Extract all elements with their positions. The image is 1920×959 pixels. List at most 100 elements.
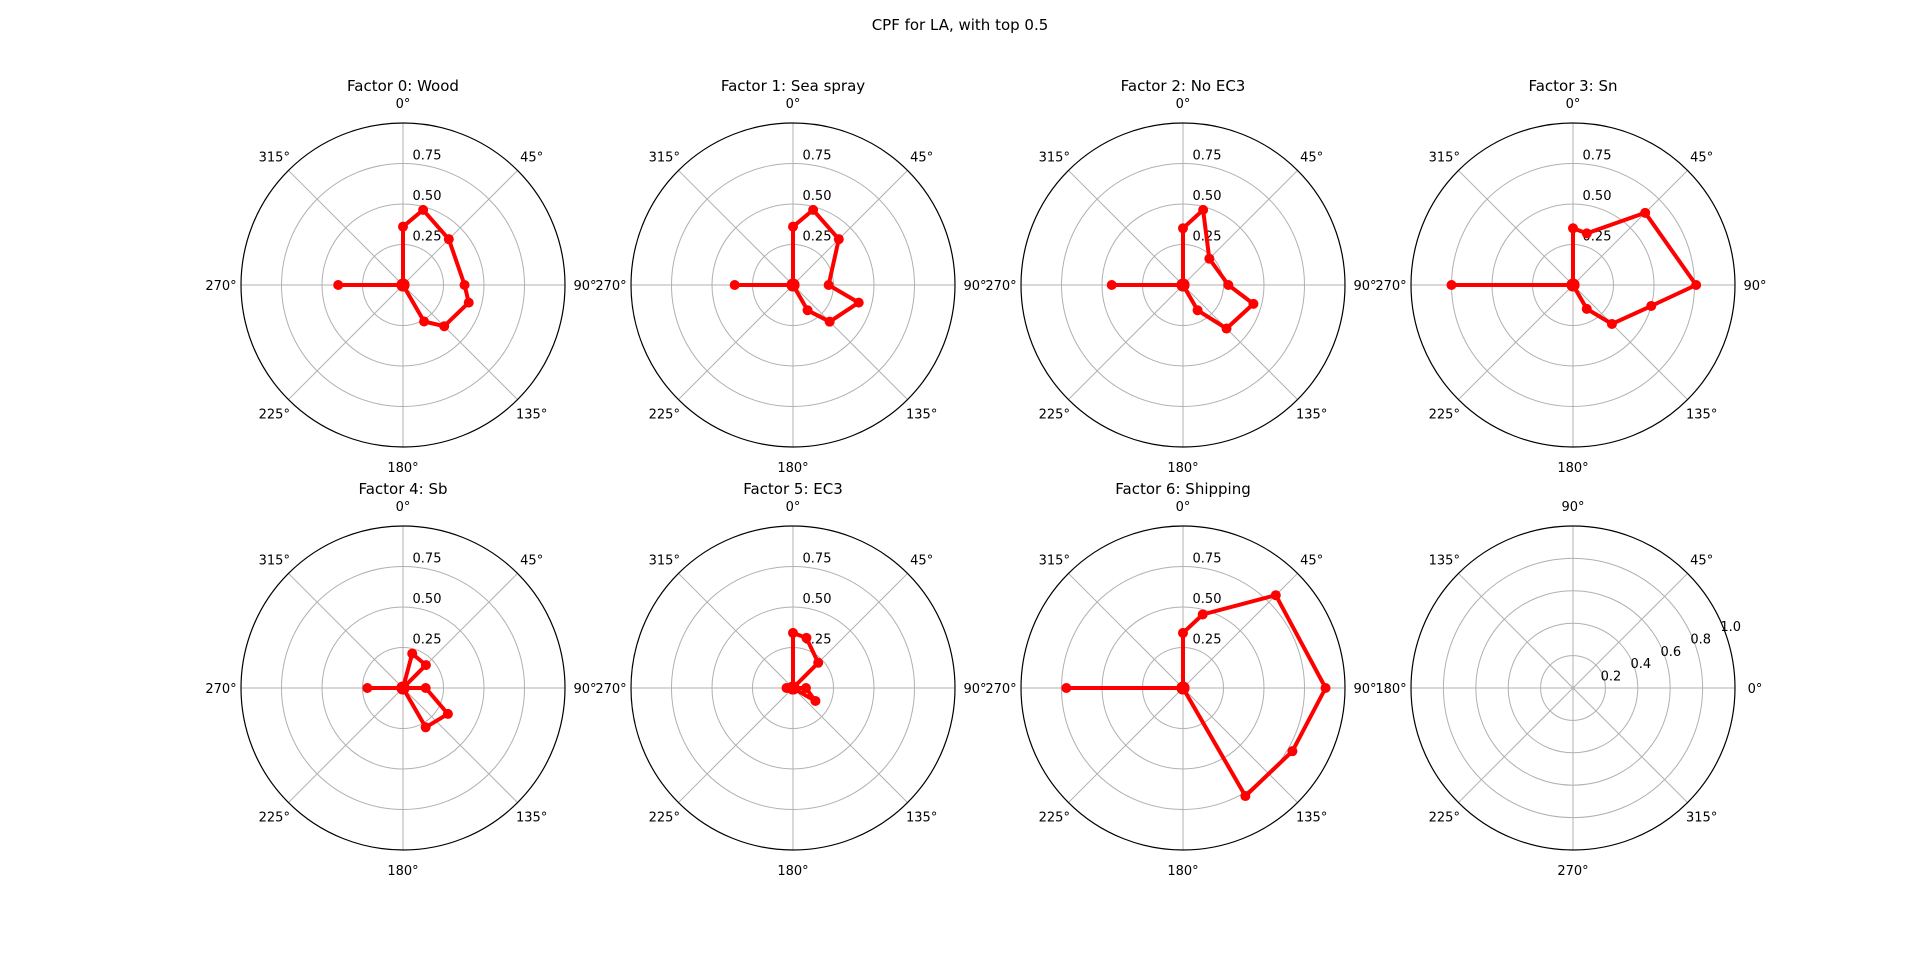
- r-gridline: [1101, 203, 1265, 367]
- data-point: [1606, 318, 1617, 329]
- theta-gridline: [1572, 573, 1688, 689]
- theta-tick-label: 90°: [1743, 279, 1766, 294]
- theta-tick-label: 270°: [595, 682, 626, 697]
- theta-tick-label: 315°: [259, 150, 290, 165]
- r-tick-label: 0.75: [413, 149, 442, 164]
- polar-frame: [240, 525, 566, 851]
- data-point: [1640, 207, 1651, 218]
- theta-tick-label: 135°: [516, 408, 547, 423]
- r-gridline: [1507, 622, 1639, 754]
- theta-tick-label: 135°: [1296, 811, 1327, 826]
- data-point: [396, 278, 410, 292]
- data-point: [1248, 298, 1259, 309]
- theta-tick-label: 270°: [985, 682, 1016, 697]
- chart-title: Factor 5: EC3: [743, 480, 843, 498]
- data-point: [1581, 303, 1592, 314]
- data-point: [788, 221, 798, 232]
- data-point: [442, 708, 453, 719]
- r-gridline: [711, 203, 875, 367]
- data-point: [1446, 280, 1457, 290]
- data-point: [398, 221, 408, 232]
- polar-frame: [240, 122, 566, 448]
- theta-tick-label: 90°: [573, 279, 596, 294]
- theta-tick-label: 180°: [777, 461, 808, 476]
- theta-tick-label: 0°: [1566, 97, 1581, 112]
- data-point: [459, 280, 470, 290]
- theta-tick-label: 90°: [1353, 279, 1376, 294]
- theta-tick-label: 45°: [520, 553, 543, 568]
- theta-tick-label: 90°: [573, 682, 596, 697]
- theta-tick-label: 270°: [1375, 279, 1406, 294]
- data-point: [729, 280, 740, 290]
- data-point: [1176, 278, 1190, 292]
- chart-title: Factor 6: Shipping: [1115, 480, 1250, 498]
- polar-frame: [630, 525, 956, 851]
- polar-chart-3: 0°45°90°135°180°225°270°315°0.250.500.75…: [1375, 77, 1766, 476]
- data-point: [463, 297, 474, 308]
- data-point: [1320, 683, 1331, 693]
- theta-tick-label: 225°: [1429, 408, 1460, 423]
- cpf-series-line: [1064, 593, 1328, 798]
- theta-tick-label: 45°: [1690, 553, 1713, 568]
- theta-tick-label: 90°: [1353, 682, 1376, 697]
- polar-frame: [1410, 525, 1736, 851]
- r-tick-label: 0.75: [1193, 149, 1222, 164]
- theta-tick-label: 180°: [387, 461, 418, 476]
- theta-tick-label: 45°: [520, 150, 543, 165]
- r-gridline: [671, 163, 915, 407]
- data-point: [801, 632, 812, 643]
- theta-tick-label: 45°: [1300, 553, 1323, 568]
- data-point: [1198, 204, 1209, 215]
- data-point: [1204, 253, 1215, 264]
- theta-tick-label: 90°: [963, 682, 986, 697]
- chart-title: Factor 1: Sea spray: [721, 77, 865, 95]
- theta-gridline: [1458, 687, 1574, 803]
- data-point: [419, 316, 430, 327]
- polar-chart-1: 0° 45° 90° 135° 180° 225° 270° 315° 0.25 0.50 0.75…: [595, 77, 986, 476]
- theta-tick-label: 180°: [1557, 461, 1588, 476]
- chart-title: Factor 2: No EC3: [1121, 77, 1246, 95]
- theta-tick-label: 45°: [910, 150, 933, 165]
- theta-tick-label: 0°: [1176, 97, 1191, 112]
- polar-chart-4: 0° 45° 90° 135° 180° 225° 270° 315° 0.25 0.50 0.75…: [205, 480, 596, 879]
- r-gridline: [1061, 163, 1305, 407]
- r-tick-label: 0.75: [803, 149, 832, 164]
- theta-tick-label: 0°: [1748, 682, 1763, 697]
- r-tick-label: 0.25: [413, 633, 442, 648]
- chart-title: Factor 4: Sb: [358, 480, 447, 498]
- theta-tick-label: 0°: [396, 500, 411, 515]
- polar-frame: [1020, 525, 1346, 851]
- data-point: [1221, 323, 1232, 334]
- data-point: [1178, 223, 1188, 234]
- r-tick-label: 0.75: [1583, 149, 1612, 164]
- data-point: [1646, 300, 1657, 311]
- data-point: [439, 321, 450, 332]
- theta-gridline: [1458, 573, 1574, 689]
- polar-panels: 0° 45° 90° 135° 180° 225° 270° 315° 0.25 0.50 0.75…: [205, 77, 1766, 879]
- r-tick-label: 0.50: [803, 592, 832, 607]
- theta-tick-label: 225°: [1429, 811, 1460, 826]
- theta-tick-label: 180°: [777, 864, 808, 879]
- theta-tick-label: 135°: [1296, 408, 1327, 423]
- r-gridline: [1475, 590, 1671, 786]
- theta-tick-label: 180°: [1167, 461, 1198, 476]
- r-gridline: [321, 606, 485, 770]
- theta-tick-label: 180°: [1167, 864, 1198, 879]
- theta-tick-label: 225°: [1039, 408, 1070, 423]
- data-point: [833, 234, 844, 245]
- r-gridline: [281, 566, 525, 810]
- theta-tick-label: 315°: [1429, 150, 1460, 165]
- r-tick-label: 0.8: [1690, 632, 1711, 647]
- polar-chart-6: 0° 45° 90° 135° 180° 225° 270° 315° 0.25 0.50 0.75…: [985, 480, 1376, 879]
- polar-frame: [1410, 122, 1736, 448]
- theta-tick-label: 225°: [259, 811, 290, 826]
- theta-tick-label: 135°: [516, 811, 547, 826]
- theta-tick-label: 225°: [649, 408, 680, 423]
- theta-tick-label: 270°: [205, 682, 236, 697]
- data-point: [1061, 683, 1072, 693]
- r-tick-label: 0.25: [413, 230, 442, 245]
- chart-title: Factor 0: Wood: [347, 77, 459, 95]
- data-point: [420, 660, 431, 671]
- data-point: [813, 657, 824, 668]
